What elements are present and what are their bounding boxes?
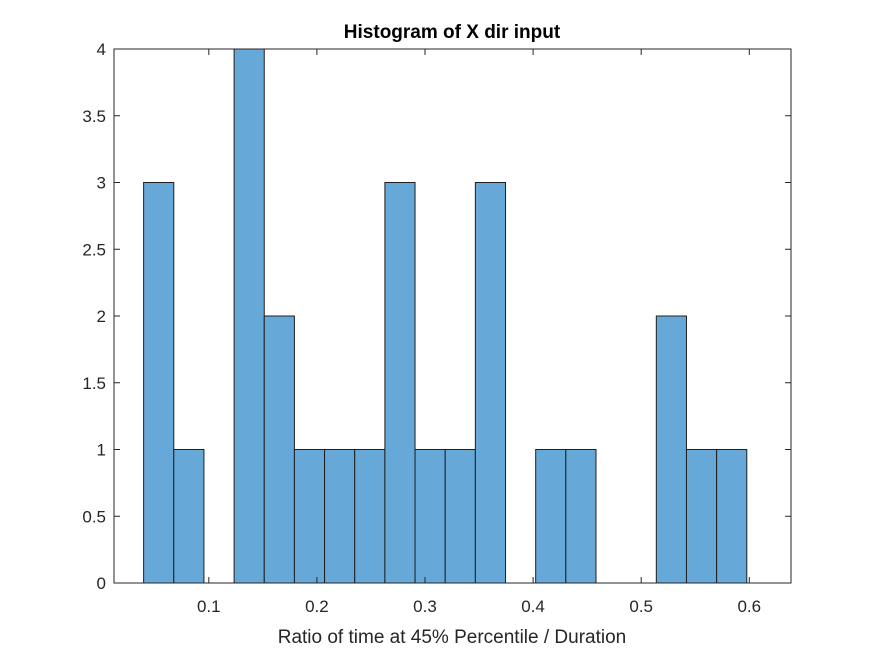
histogram-bar	[354, 449, 386, 584]
histogram-bar	[535, 449, 567, 584]
histogram-bar	[263, 315, 295, 584]
chart-title: Histogram of X dir input	[344, 22, 561, 43]
x-tick-label: 0.1	[197, 597, 221, 616]
x-tick-label: 0.6	[737, 597, 761, 616]
y-tick-label: 1.5	[82, 374, 106, 393]
histogram-bar	[444, 449, 476, 584]
y-tick-label: 2.5	[82, 240, 106, 259]
y-tick-label: 3.5	[82, 107, 106, 126]
histogram-bar	[384, 182, 416, 584]
x-tick-label: 0.2	[305, 597, 329, 616]
histogram-bar	[655, 315, 687, 584]
y-tick-label: 0	[97, 574, 106, 593]
histogram-bar	[474, 182, 507, 584]
x-tick-label: 0.4	[521, 597, 545, 616]
histogram-bar	[143, 182, 175, 584]
histogram-bar	[293, 449, 326, 584]
x-tick-label: 0.3	[413, 597, 437, 616]
y-tick-label: 4	[97, 40, 106, 59]
histogram-bar	[565, 449, 597, 584]
x-axis-label: Ratio of time at 45% Percentile / Durati…	[278, 627, 627, 648]
x-tick-label: 0.5	[629, 597, 653, 616]
histogram-bar	[233, 48, 265, 584]
axes-box	[113, 48, 792, 584]
histogram-bar	[716, 449, 748, 584]
histogram-bar	[173, 449, 205, 584]
y-tick-label: 1	[97, 441, 106, 460]
histogram-bar	[324, 449, 356, 584]
histogram-bar	[414, 449, 446, 584]
bars-group	[143, 48, 748, 584]
histogram-bar	[685, 449, 718, 584]
y-tick-label: 3	[97, 174, 106, 193]
y-tick-label: 2	[97, 307, 106, 326]
y-tick-label: 0.5	[82, 507, 106, 526]
